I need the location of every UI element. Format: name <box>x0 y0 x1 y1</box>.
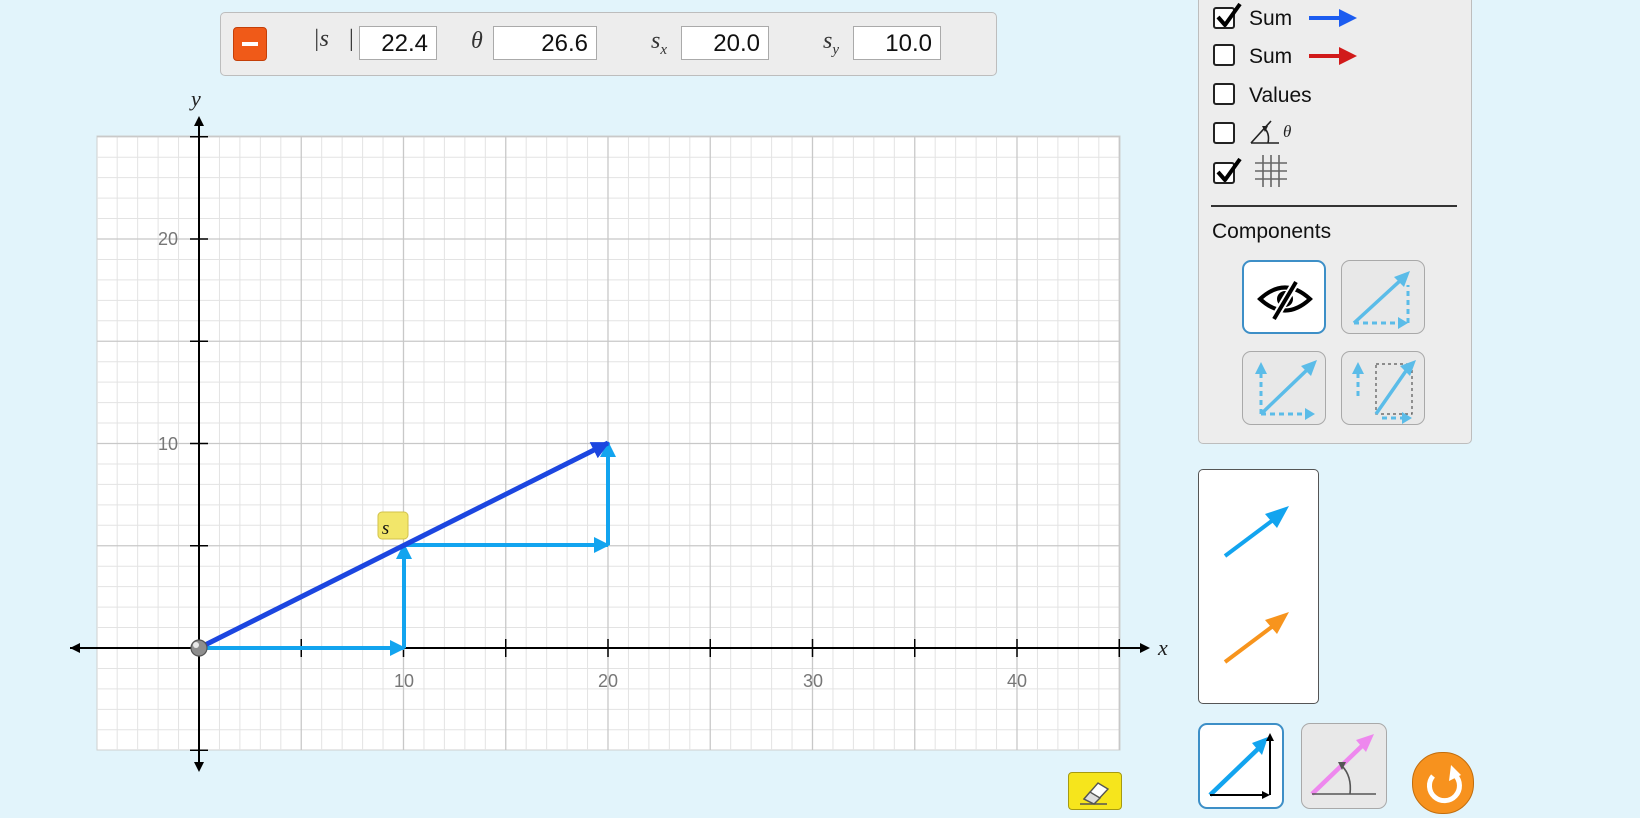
sy-label-sub: y <box>832 41 840 58</box>
y-axis-label: y <box>189 86 201 111</box>
cartesian-mode-button[interactable] <box>1198 723 1284 809</box>
grid-checkbox[interactable] <box>1213 157 1242 184</box>
magnitude-label: |s⃗| <box>313 26 355 52</box>
sy-label: sy <box>823 28 839 59</box>
triangle-components-icon <box>1352 271 1410 329</box>
reset-icon <box>1426 765 1462 804</box>
checkmark-icon <box>1216 2 1242 27</box>
graph-area[interactable]: x y 10 20 30 40 10 20 s⃗ <box>0 0 1180 800</box>
red-arrow-icon <box>1309 47 1357 65</box>
sum-label-red: Sum <box>1249 45 1293 68</box>
theta-field[interactable]: 26.6 <box>493 26 597 60</box>
blue-arrow-icon <box>1309 9 1357 27</box>
vector-toolbox <box>1198 469 1319 704</box>
x-tick-label-20: 20 <box>598 671 618 691</box>
vector-readout-panel: |s⃗| 22.4 θ 26.6 sx 20.0 sy 10.0 <box>220 12 997 76</box>
components-projection-button[interactable] <box>1341 351 1425 425</box>
polar-vector-icon <box>1310 734 1376 796</box>
sum-checkbox-blue[interactable] <box>1213 2 1242 29</box>
sy-field[interactable]: 10.0 <box>853 26 941 60</box>
x-axis-label: x <box>1157 635 1168 660</box>
sum-label-blue: Sum <box>1249 7 1293 30</box>
x-tick-label-40: 40 <box>1007 671 1027 691</box>
angle-label: θ <box>1283 122 1292 141</box>
angle-checkbox[interactable] <box>1213 122 1235 144</box>
eye-slash-icon <box>1257 279 1313 322</box>
sum-vector[interactable] <box>197 440 610 651</box>
components-triangle-button[interactable] <box>1341 260 1425 334</box>
sx-label-main: s <box>651 28 661 54</box>
magnitude-field[interactable]: 22.4 <box>359 26 437 60</box>
checkmark-icon <box>1216 157 1242 182</box>
eraser-button[interactable] <box>1068 772 1122 810</box>
components-hidden-button[interactable] <box>1242 260 1326 334</box>
sx-field[interactable]: 20.0 <box>681 26 769 60</box>
origin-handle[interactable] <box>190 639 208 657</box>
cartesian-vector-icon <box>1208 733 1274 799</box>
y-tick-label-10: 10 <box>158 434 178 454</box>
blue-vector-source[interactable] <box>1221 500 1293 560</box>
projection-components-icon <box>1352 360 1416 424</box>
x-tick-label-30: 30 <box>803 671 823 691</box>
components-parallelogram-button[interactable] <box>1242 351 1326 425</box>
theta-label: θ <box>471 28 483 54</box>
components-heading: Components <box>1212 220 1332 243</box>
panel-divider <box>1211 205 1457 207</box>
collapse-readout-button[interactable] <box>233 27 267 61</box>
vector-label-text: s⃗ <box>382 518 404 539</box>
x-tick-label-10: 10 <box>394 671 414 691</box>
sx-label-sub: x <box>660 41 668 58</box>
eraser-icon <box>1080 782 1110 805</box>
values-checkbox[interactable] <box>1213 83 1235 105</box>
orange-vector-source[interactable] <box>1221 606 1293 666</box>
sum-checkbox-red[interactable] <box>1213 44 1235 66</box>
parallelogram-components-icon <box>1255 360 1317 420</box>
values-label: Values <box>1249 84 1312 107</box>
origin-handle-highlight <box>193 642 199 648</box>
vector-label-badge <box>377 511 409 540</box>
y-tick-label-20: 20 <box>158 229 178 249</box>
polar-mode-button[interactable] <box>1301 723 1387 809</box>
sy-label-main: s <box>823 28 833 54</box>
angle-icon <box>1250 120 1279 144</box>
control-panel: Sum Sum Values θ Components <box>1198 0 1472 444</box>
reset-button[interactable] <box>1412 752 1474 814</box>
sx-label: sx <box>651 28 667 59</box>
grid-icon <box>1255 155 1287 187</box>
